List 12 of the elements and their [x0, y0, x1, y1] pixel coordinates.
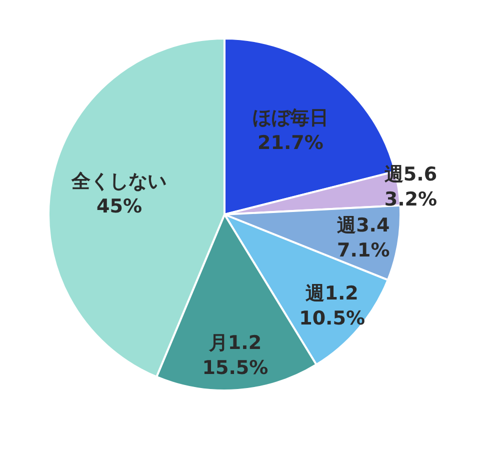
data-label: 15.5% [202, 356, 268, 379]
data-label: 7.1% [337, 240, 390, 262]
slice-label: 週1.2 [304, 282, 358, 304]
slice-label: 全くしない [70, 170, 167, 192]
slice-label: 週3.4 [336, 214, 390, 237]
slice-label: 月1.2 [208, 332, 262, 354]
data-label: 10.5% [299, 307, 366, 330]
data-label: 21.7% [258, 132, 324, 154]
data-label: 45% [96, 195, 142, 218]
slice-label: ほぼ毎日 [252, 106, 328, 129]
data-label: 3.2% [384, 188, 438, 210]
slice-label: 週5.6 [383, 163, 438, 186]
